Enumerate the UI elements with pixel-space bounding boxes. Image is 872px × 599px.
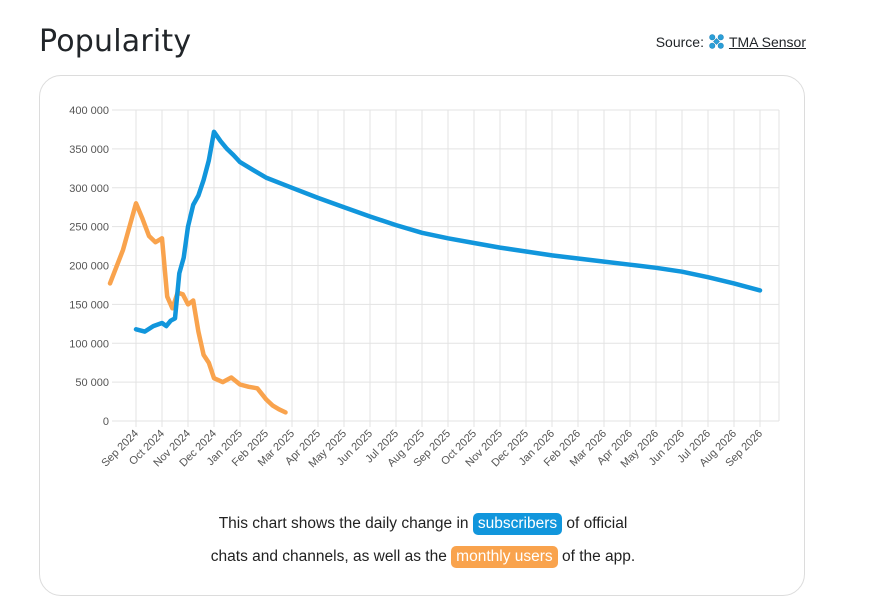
caption-text: This chart shows the daily change in <box>218 515 469 532</box>
y-axis: 0 50 000 100 000 150 000 200 000 250 000 300 0… <box>69 105 109 428</box>
tma-sensor-logo-icon <box>709 34 724 49</box>
monthly-users-series-line <box>107 201 288 415</box>
monthly-users-badge: monthly users <box>451 546 558 568</box>
y-tick-label: 250 000 <box>69 222 109 234</box>
y-tick-label: 350 000 <box>69 144 109 156</box>
caption-text: chats and channels, as well as the <box>210 548 447 565</box>
caption-text: of the app. <box>561 548 636 565</box>
y-tick-label: 300 000 <box>69 183 109 195</box>
subscribers-series-line <box>133 129 763 334</box>
source-link[interactable]: TMA Sensor <box>728 33 806 50</box>
line-chart: 0 50 000 100 000 150 000 200 000 250 000 300 0… <box>69 105 780 471</box>
caption-line-1: This chart shows the daily change in sub… <box>40 513 806 535</box>
y-tick-label: 50 000 <box>75 377 109 389</box>
source-attribution: Source: TMA Sensor <box>656 33 806 50</box>
y-tick-label: 200 000 <box>69 261 109 273</box>
y-tick-label: 400 000 <box>69 105 109 117</box>
caption-line-2: chats and channels, as well as the month… <box>40 546 806 568</box>
page-title: Popularity <box>39 24 192 59</box>
source-label: Source: <box>655 33 704 50</box>
chart-grid <box>112 109 780 427</box>
y-tick-label: 100 000 <box>69 338 109 350</box>
subscribers-badge: subscribers <box>472 513 563 535</box>
y-tick-label: 0 <box>103 416 109 428</box>
chart-card: 0 50 000 100 000 150 000 200 000 250 000 300 0… <box>39 75 805 596</box>
caption-text: of official <box>566 515 628 532</box>
y-tick-label: 150 000 <box>69 299 109 311</box>
